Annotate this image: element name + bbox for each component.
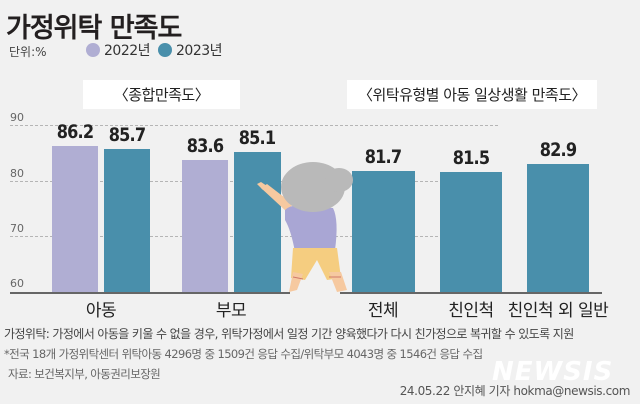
value-label: 81.5 — [452, 147, 490, 169]
bar-parent-2022 — [182, 160, 228, 292]
value-label: 85.1 — [238, 127, 276, 149]
legend-swatch-2022-icon — [86, 43, 100, 57]
legend-item-2022: 2022년 — [86, 40, 151, 60]
legend-label: 2023년 — [176, 43, 223, 59]
category-label: 친인척 — [448, 301, 494, 321]
tick-60: 60 — [10, 277, 24, 290]
bar-general — [527, 164, 589, 292]
tick-70: 70 — [10, 222, 24, 235]
bar-relative — [440, 172, 502, 292]
byline: 24.05.22 안지혜 기자 hokma@newsis.com — [399, 384, 631, 398]
category-label: 아동 — [85, 301, 117, 321]
bar-parent-2023 — [234, 152, 281, 292]
bar-total — [352, 171, 415, 292]
definition-note: 가정위탁: 가정에서 아동을 키울 수 없을 경우, 위탁가정에서 일정 기간 … — [4, 327, 574, 341]
source-note: 자료: 보건복지부, 아동권리보장원 — [8, 367, 161, 381]
x-axis-right — [340, 292, 602, 294]
gridline-90 — [10, 125, 498, 126]
bar-child-2023 — [104, 149, 150, 292]
category-label: 친인척 외 일반 — [507, 301, 609, 321]
chart-title: 가정위탁 만족도 — [6, 13, 182, 44]
newsis-logo: NEWSIS — [492, 357, 614, 387]
unit-label: 단위:% — [9, 45, 47, 59]
tick-80: 80 — [10, 167, 24, 180]
category-label: 전체 — [367, 301, 399, 321]
bar-child-2022 — [52, 146, 98, 292]
legend: 2022년 2023년 — [86, 40, 230, 60]
value-label: 82.9 — [539, 139, 577, 161]
legend-label: 2022년 — [104, 43, 151, 59]
survey-note: *전국 18개 가정위탁센터 위탁아동 4296명 중 1509건 응답 수집/… — [4, 347, 483, 361]
value-label: 86.2 — [56, 121, 94, 143]
value-label: 85.7 — [108, 124, 146, 146]
panel-title-overall: 〈종합만족도〉 — [83, 80, 240, 109]
x-axis-left — [10, 292, 290, 294]
panel-title-by-type: 〈위탁유형별 아동 일상생활 만족도〉 — [347, 80, 597, 109]
category-label: 부모 — [215, 301, 247, 321]
legend-swatch-2023-icon — [158, 43, 173, 57]
legend-item-2023: 2023년 — [158, 40, 223, 60]
value-label: 83.6 — [186, 135, 224, 157]
value-label: 81.7 — [364, 146, 402, 168]
child-illustration-icon — [257, 162, 353, 292]
tick-90: 90 — [10, 111, 24, 124]
